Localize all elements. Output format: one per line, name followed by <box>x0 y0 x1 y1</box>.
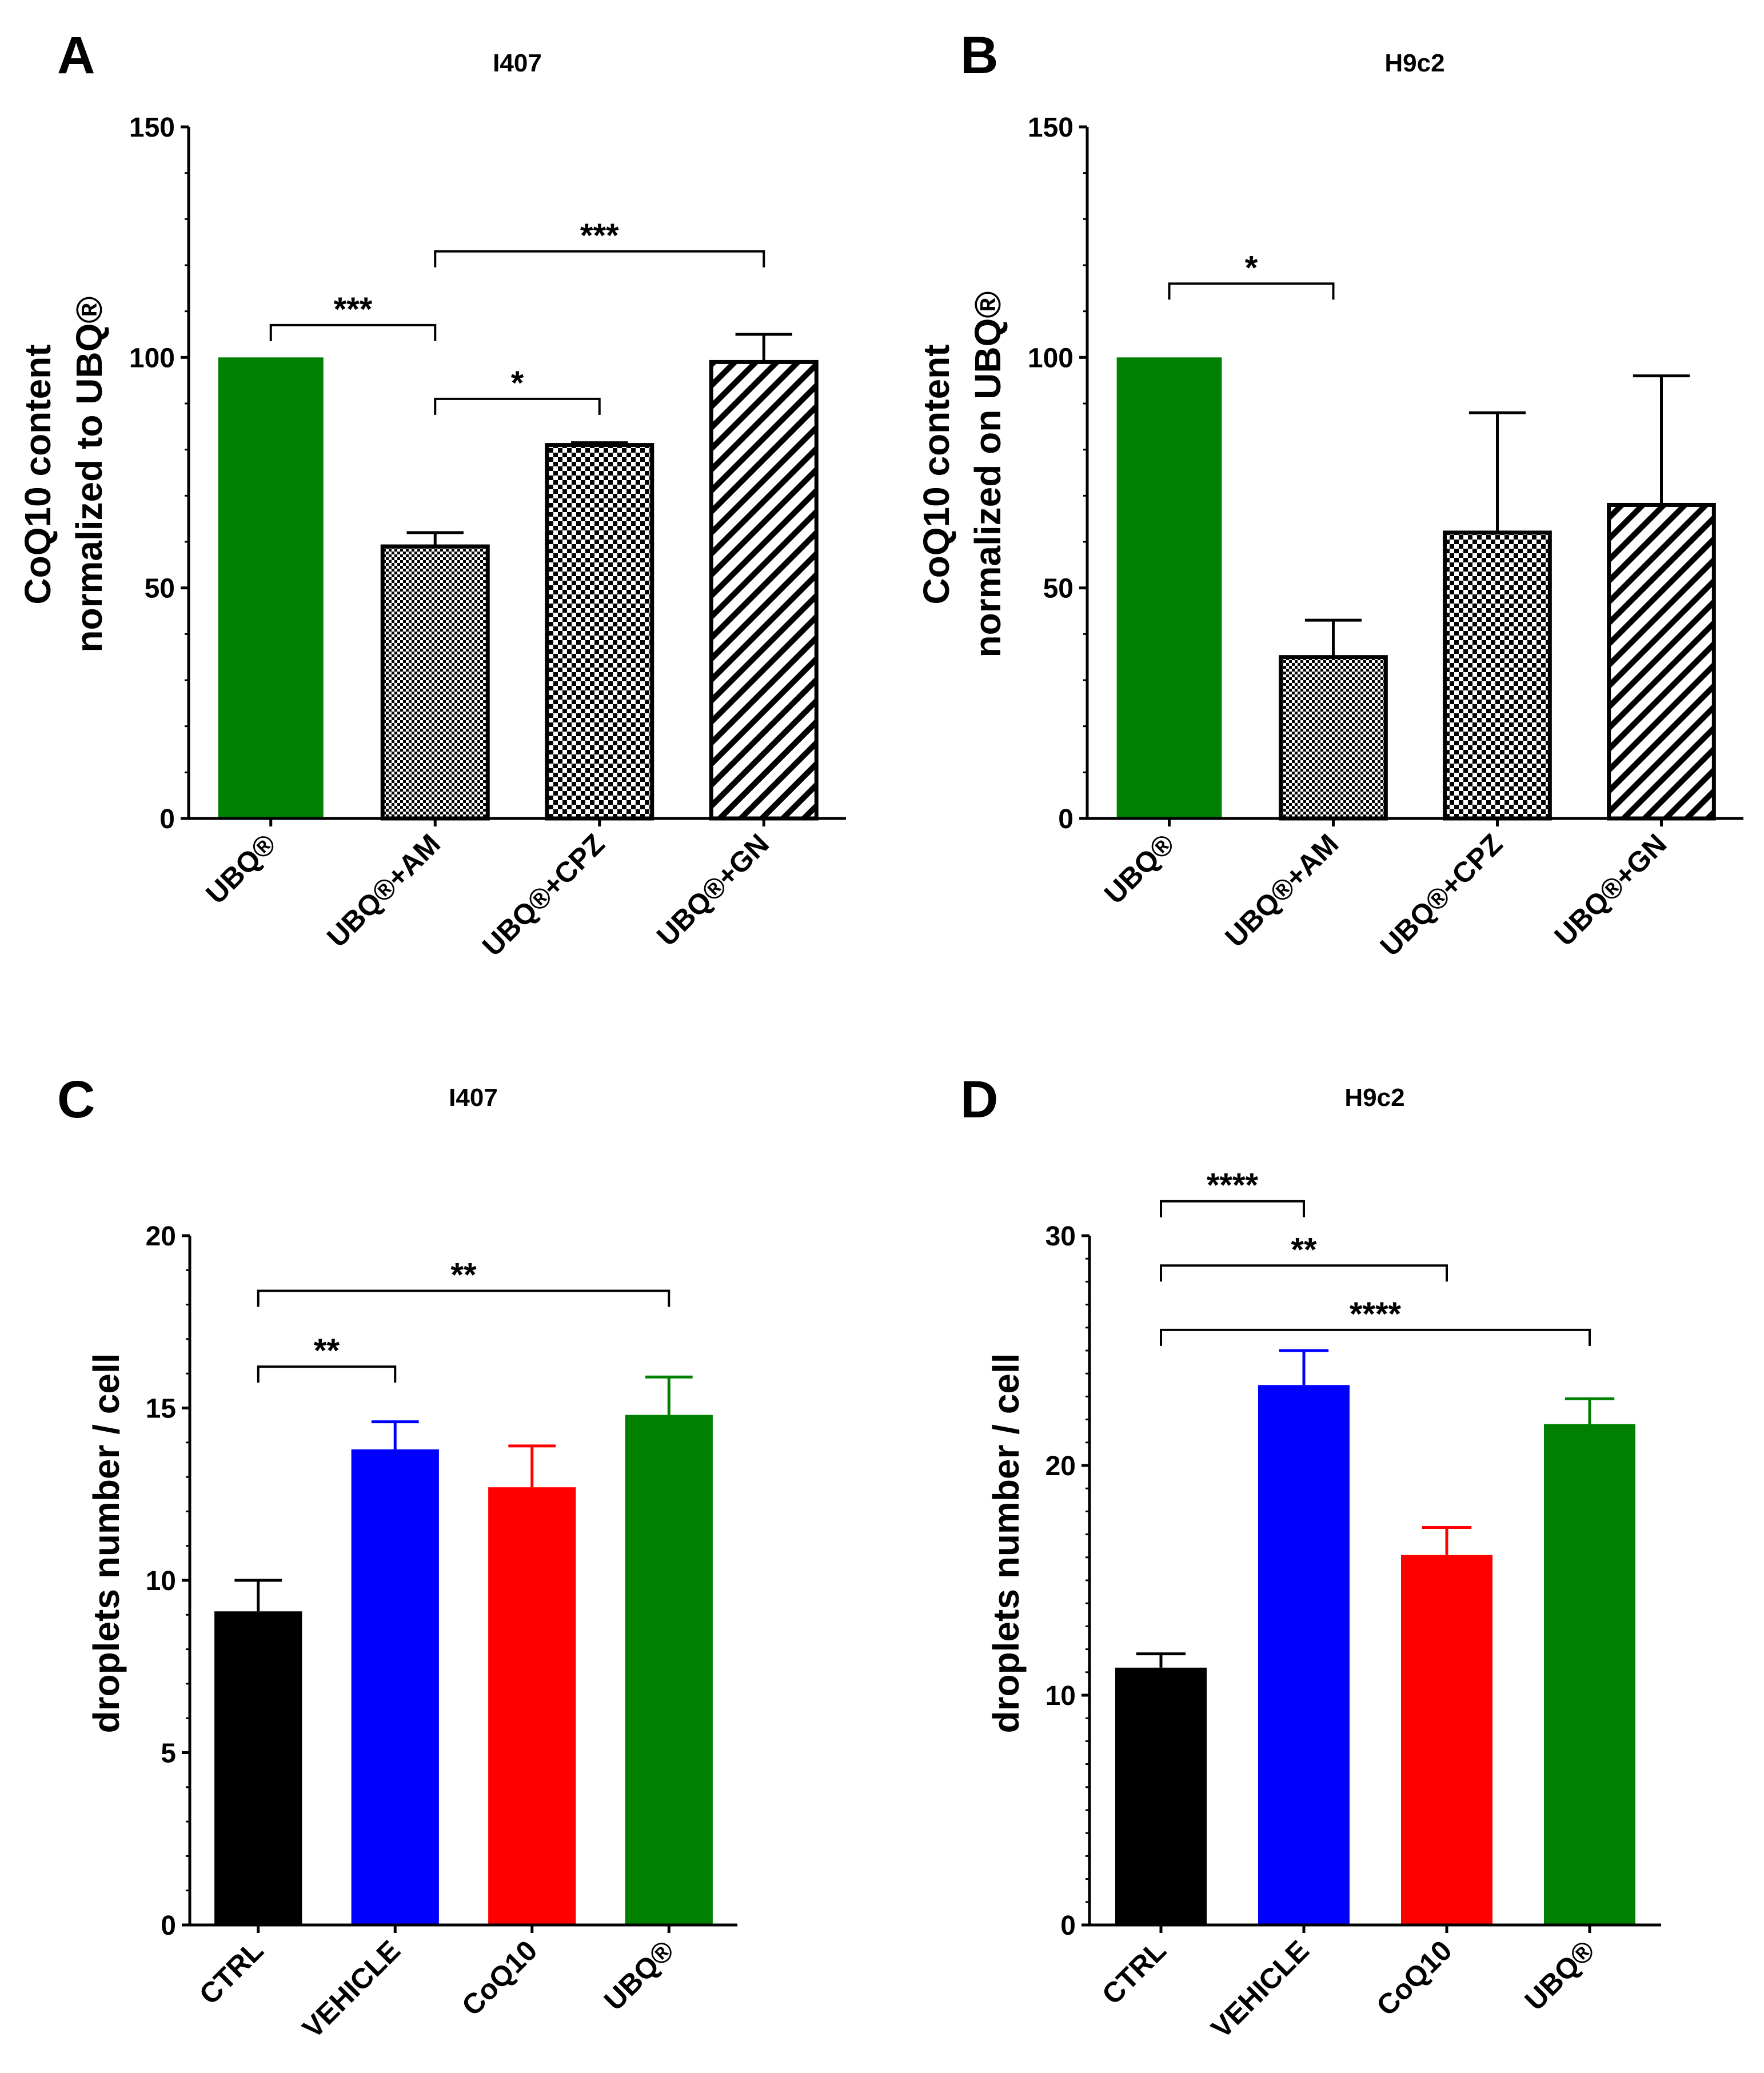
panel-a-ylabel-line1: CoQ10 content <box>17 344 58 604</box>
panel-d: D H9c2 droplets number / cell 0 10 20 30 CTR… <box>960 1071 1661 2044</box>
significance-bracket-1 <box>1168 282 1335 300</box>
significance-bracket-3 <box>1160 1328 1591 1346</box>
y-tick-label: 10 <box>146 1566 176 1596</box>
x-tick-label: VEHICLE <box>1205 1934 1315 2044</box>
panel-letter-b: B <box>960 26 998 85</box>
y-tick-label: 0 <box>1058 804 1073 834</box>
bar-3 <box>1443 530 1552 821</box>
significance-label-3: * <box>511 365 524 402</box>
y-tick-label: 10 <box>1045 1681 1076 1711</box>
x-tick-label: UBQ®+GN <box>1548 828 1673 952</box>
bar-1 <box>1115 1667 1207 1925</box>
y-tick-label: 50 <box>1043 574 1073 604</box>
panel-letter-c: C <box>57 1071 95 1129</box>
y-tick-label: 0 <box>161 1911 176 1941</box>
y-tick-label: 50 <box>145 574 175 604</box>
panel-a-ylabel-line2: normalized to UBQ® <box>69 296 110 652</box>
significance-bracket-1 <box>269 323 437 341</box>
bar-1 <box>214 1611 302 1925</box>
y-tick-label: 30 <box>1045 1221 1076 1252</box>
bar-4 <box>1544 1424 1635 1925</box>
panel-c: C I407 droplets number / cell 0 5 10 15 20 CT… <box>57 1071 737 2044</box>
panel-d-title: H9c2 <box>1344 1084 1404 1112</box>
bar-4 <box>625 1415 713 1925</box>
bar-3 <box>1401 1555 1492 1925</box>
x-tick-label: UBQ® <box>598 1934 680 2016</box>
x-tick-label: CoQ10 <box>1370 1934 1458 2022</box>
bar-3 <box>488 1487 576 1925</box>
panel-c-ylabel: droplets number / cell <box>86 1353 127 1733</box>
x-tick-label: UBQ®+CPZ <box>476 828 611 962</box>
x-tick-label: CTRL <box>193 1934 270 2011</box>
significance-label-2: ** <box>1291 1231 1317 1268</box>
significance-label-2: ** <box>450 1256 477 1293</box>
y-tick-label: 100 <box>129 343 175 373</box>
y-tick-label: 0 <box>1060 1911 1076 1941</box>
y-tick-label: 100 <box>1028 343 1073 373</box>
x-tick-label: UBQ®+AM <box>321 828 446 953</box>
bar-1 <box>218 357 324 818</box>
significance-label-1: **** <box>1207 1167 1259 1204</box>
y-tick-label: 20 <box>146 1221 176 1252</box>
x-tick-label: UBQ®+AM <box>1219 828 1344 953</box>
panel-letter-d: D <box>960 1071 998 1129</box>
bar-3 <box>545 443 654 821</box>
bar-2 <box>351 1449 439 1925</box>
y-tick-label: 150 <box>129 113 175 143</box>
significance-bracket-2 <box>1160 1264 1448 1282</box>
significance-bracket-3 <box>434 397 601 415</box>
x-tick-label: CTRL <box>1096 1934 1172 2011</box>
bar-2 <box>380 544 490 821</box>
bar-4 <box>1607 502 1716 821</box>
y-tick-label: 15 <box>146 1394 176 1424</box>
bar-2 <box>1279 655 1388 821</box>
panel-c-plot: 0 5 10 15 20 CTRL VEHICLE CoQ10 UBQ® ** ** <box>146 1221 737 2044</box>
bar-4 <box>709 360 819 821</box>
x-tick-label: UBQ® <box>199 828 282 910</box>
significance-label-1: ** <box>314 1332 340 1369</box>
bar-1 <box>1116 357 1222 818</box>
significance-bracket-1 <box>1160 1200 1305 1217</box>
x-tick-label: UBQ®+GN <box>650 828 775 952</box>
significance-label-2: *** <box>580 217 619 254</box>
panel-d-ylabel: droplets number / cell <box>985 1353 1027 1733</box>
bar-2 <box>1258 1385 1350 1925</box>
panel-b-ylabel-line1: CoQ10 content <box>916 344 957 604</box>
panel-b-ylabel-line2: normalized on UBQ® <box>967 291 1008 658</box>
panel-letter-a: A <box>57 26 95 85</box>
panel-b-plot: 0 50 100 150 UBQ® UBQ®+AM UBQ®+CPZ UBQ®+GN * <box>1028 113 1743 962</box>
x-tick-label: UBQ® <box>1519 1934 1601 2016</box>
significance-label-1: * <box>1245 249 1258 286</box>
panel-a-title: I407 <box>493 49 542 77</box>
y-tick-label: 150 <box>1028 113 1073 143</box>
y-tick-label: 0 <box>159 804 175 834</box>
y-tick-label: 20 <box>1045 1451 1076 1481</box>
y-tick-label: 5 <box>161 1739 176 1769</box>
significance-label-3: **** <box>1350 1296 1402 1333</box>
x-tick-label: UBQ®+CPZ <box>1374 828 1509 962</box>
panel-b-title: H9c2 <box>1384 49 1444 77</box>
x-tick-label: CoQ10 <box>456 1934 544 2022</box>
x-tick-label: VEHICLE <box>296 1934 406 2044</box>
significance-bracket-2 <box>257 1289 671 1307</box>
significance-bracket-1 <box>257 1365 397 1383</box>
panel-c-title: I407 <box>449 1084 498 1112</box>
significance-bracket-2 <box>434 250 765 267</box>
significance-label-1: *** <box>334 291 373 328</box>
panel-a: A I407 CoQ10 content normalized to UBQ® … <box>17 26 846 962</box>
x-tick-label: UBQ® <box>1098 828 1180 910</box>
panel-b: B H9c2 CoQ10 content normalized on UBQ® … <box>916 26 1743 962</box>
